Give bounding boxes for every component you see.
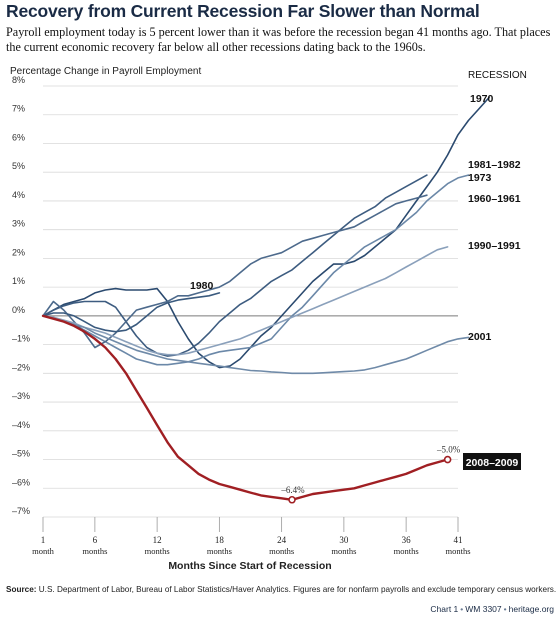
source-note: Source: U.S. Department of Labor, Bureau… xyxy=(6,585,556,594)
line-chart: 8%7%6%5%4%3%2%1%0%–1%–2%–3%–4%–5%–6%–7% … xyxy=(10,66,527,572)
series-line-1970 xyxy=(42,96,490,369)
y-tick-label: 1% xyxy=(12,276,25,286)
y-tick-label: 8% xyxy=(12,75,25,85)
x-tick-unit: months xyxy=(82,546,107,556)
y-tick-label: –5% xyxy=(12,449,30,459)
site-link[interactable]: heritage.org xyxy=(508,604,554,614)
grid-lines xyxy=(43,85,458,518)
series-label: 1990–1991 xyxy=(468,240,521,252)
chart-title: Recovery from Current Recession Far Slow… xyxy=(6,1,480,21)
x-tick-number: 12 xyxy=(153,535,162,545)
data-point-label: –5.0% xyxy=(436,445,461,455)
y-tick-label: 7% xyxy=(12,104,25,114)
series-line-1973 xyxy=(42,174,428,357)
series-line-2008–2009 xyxy=(41,314,449,501)
x-tick-unit: months xyxy=(445,546,470,556)
y-tick-label: 5% xyxy=(12,161,25,171)
x-tick-number: 6 xyxy=(93,535,98,545)
series-label: 1973 xyxy=(468,172,492,184)
x-tick-unit: months xyxy=(207,546,232,556)
y-axis-label: Percentage Change in Payroll Employment xyxy=(10,66,201,77)
series-lines: –6.4% –5.0% xyxy=(41,96,490,504)
legend-title: RECESSION xyxy=(468,70,527,81)
footer: Chart 1 • WM 3307 • heritage.org xyxy=(430,604,554,614)
x-tick-number: 41 xyxy=(454,535,463,545)
y-tick-label: –4% xyxy=(12,420,30,430)
x-tick-unit: months xyxy=(145,546,170,556)
x-tick-number: 24 xyxy=(277,535,287,545)
y-tick-label: –3% xyxy=(12,391,30,401)
y-tick-label: –2% xyxy=(12,362,30,372)
data-point-marker xyxy=(443,455,452,464)
y-tick-label: –1% xyxy=(12,334,30,344)
x-tick-number: 1 xyxy=(41,535,46,545)
series-line-1990–1991 xyxy=(42,246,449,356)
series-label: 2001 xyxy=(468,331,492,343)
series-line-1981–1982 xyxy=(42,174,470,366)
highlight-label-box xyxy=(463,453,521,470)
series-line-1980 xyxy=(42,292,221,333)
x-tick-number: 18 xyxy=(215,535,225,545)
y-tick-label: 6% xyxy=(12,132,25,142)
x-axis-label: Months Since Start of Recession xyxy=(168,560,331,572)
data-point-marker xyxy=(288,495,296,504)
series-label: 1960–1961 xyxy=(468,193,521,205)
data-point-label: –6.4% xyxy=(280,485,305,495)
x-tick-unit: months xyxy=(331,546,356,556)
y-tick-label: –7% xyxy=(12,506,30,516)
y-axis-ticks: 8% 7% 6% 5% 4% 3% 2% 1% 0% –1% –2% –3% –4% –5% –6% –7% xyxy=(12,75,30,516)
x-tick-unit: months xyxy=(394,546,419,556)
y-tick-label: 4% xyxy=(12,190,25,200)
x-axis-ticks: 1month6months12months18months24months30m… xyxy=(32,517,471,556)
series-line-2001 xyxy=(42,315,470,375)
y-tick-label: 2% xyxy=(12,247,25,257)
x-tick-unit: months xyxy=(269,546,294,556)
chart-id: Chart 1 xyxy=(430,604,459,614)
x-tick-number: 36 xyxy=(402,535,412,545)
x-tick-number: 30 xyxy=(339,535,349,545)
source-label: Source: xyxy=(6,585,37,594)
series-label: 1980 xyxy=(190,280,214,292)
series-label: 1981–1982 xyxy=(468,159,521,171)
x-tick-unit: month xyxy=(32,546,54,556)
series-line-1960–1961 xyxy=(42,194,428,349)
series-label: 2008–2009 xyxy=(466,457,519,469)
series-label: 1970 xyxy=(470,93,494,105)
memo-id: WM 3307 xyxy=(465,604,502,614)
y-tick-label: –6% xyxy=(12,477,30,487)
chart-subtitle: Payroll employment today is 5 percent lo… xyxy=(6,25,551,54)
y-tick-label: 0% xyxy=(12,305,25,315)
source-text: U.S. Department of Labor, Bureau of Labo… xyxy=(36,585,557,594)
y-tick-label: 3% xyxy=(12,219,25,229)
